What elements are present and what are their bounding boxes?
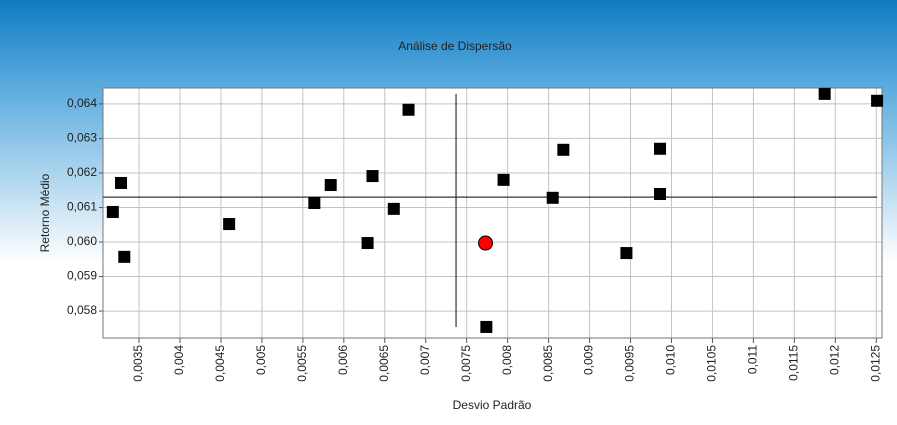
point [118, 250, 131, 263]
x-tick-label: 0,010 [664, 345, 678, 375]
x-tick-label: 0,004 [172, 345, 186, 375]
point [546, 191, 559, 204]
point [478, 235, 494, 251]
point [654, 142, 667, 155]
point [106, 205, 119, 218]
y-tick-label: 0,059 [67, 269, 97, 283]
point [654, 188, 667, 201]
x-tick-label: 0,0055 [295, 345, 309, 382]
x-tick-label: 0,0115 [787, 345, 801, 381]
x-tick-label: 0,008 [500, 345, 514, 375]
x-tick-label: 0,0035 [131, 345, 145, 382]
x-tick-label: 0,0085 [541, 345, 555, 382]
plot-frame [102, 87, 883, 339]
point [324, 179, 337, 192]
point [557, 143, 570, 156]
x-tick-label: 0,006 [336, 345, 350, 375]
point [497, 173, 510, 186]
x-tick-label: 0,009 [582, 345, 596, 375]
y-axis-label: Retorno Médio [38, 173, 52, 252]
y-tick-label: 0,060 [67, 234, 97, 248]
point [361, 237, 374, 250]
x-tick-label: 0,005 [254, 345, 268, 375]
point [366, 170, 379, 183]
point [620, 247, 633, 260]
x-tick-label: 0,007 [418, 345, 432, 375]
x-tick-label: 0,0075 [459, 345, 473, 382]
point [223, 218, 236, 231]
x-tick-label: 0,0065 [377, 345, 391, 382]
x-tick-label: 0,0105 [705, 345, 719, 382]
x-tick-label: 0,0045 [213, 345, 227, 382]
point [480, 320, 493, 333]
plot-area [103, 88, 882, 338]
x-tick-label: 0,011 [746, 345, 760, 374]
x-axis-label: Desvio Padrão [453, 398, 532, 412]
y-tick-label: 0,062 [67, 165, 97, 179]
y-tick-label: 0,061 [67, 200, 97, 214]
x-tick-label: 0,0095 [623, 345, 637, 382]
point [818, 87, 831, 100]
x-tick-label: 0,012 [827, 345, 841, 375]
y-tick-label: 0,064 [67, 96, 97, 110]
point [871, 94, 884, 107]
point [308, 196, 321, 209]
y-tick-label: 0,058 [67, 303, 97, 317]
point [115, 176, 128, 189]
point [387, 202, 400, 215]
chart-title: Análise de Dispersão [398, 39, 512, 53]
x-tick-label: 0,0125 [868, 345, 882, 382]
y-tick-label: 0,063 [67, 131, 97, 145]
point [402, 103, 415, 116]
